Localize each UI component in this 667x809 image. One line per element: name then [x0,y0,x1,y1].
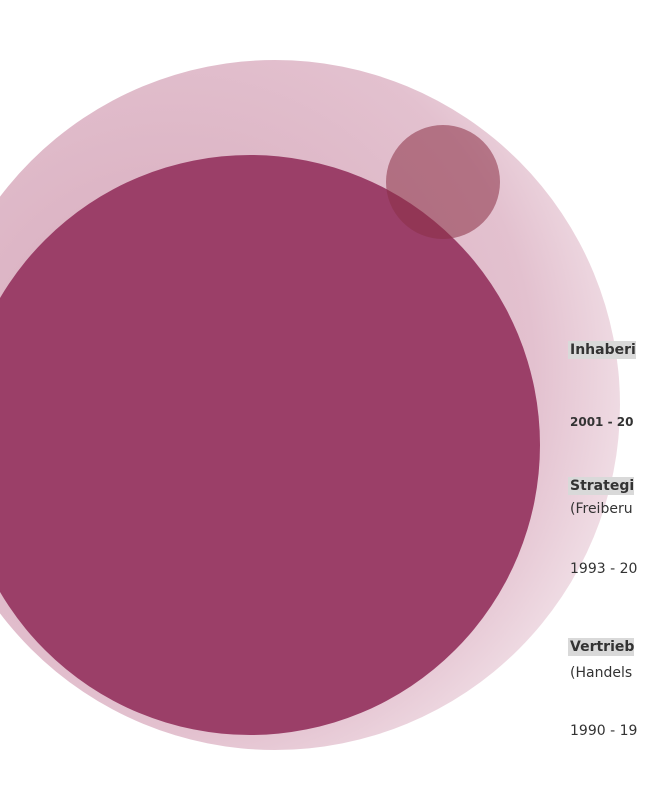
entry-title: Strategi [568,477,634,495]
small-circle [386,125,500,239]
decoration [0,0,667,809]
entry-period: 2001 - 20 [570,415,633,429]
entry-period: 1990 - 19 [570,723,637,739]
page: Inhaberi 2001 - 20 Strategi (Freiberu 19… [0,0,667,809]
entry-title: Vertrieb [568,638,634,656]
entry-note: (Freiberu [570,501,633,517]
entry-period: 1993 - 20 [570,561,637,577]
entry-title: Inhaberi [568,341,636,359]
entry-note: (Handels [570,665,632,681]
